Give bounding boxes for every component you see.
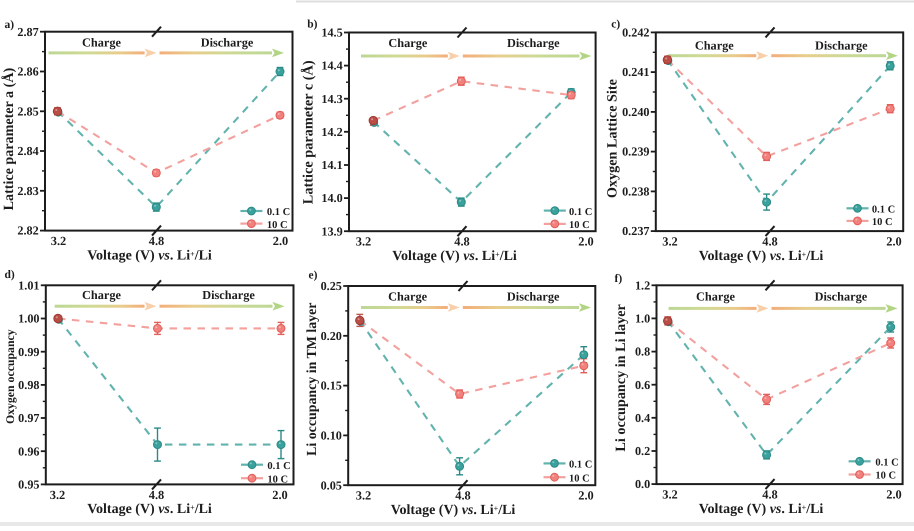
svg-text:Discharge: Discharge <box>815 38 868 52</box>
svg-text:14.0: 14.0 <box>321 191 342 205</box>
svg-text:e): e) <box>309 269 318 281</box>
svg-text:2.0: 2.0 <box>273 234 289 248</box>
svg-text:3.2: 3.2 <box>662 235 678 249</box>
svg-text:f): f) <box>615 273 623 285</box>
svg-text:0.2: 0.2 <box>635 444 650 458</box>
svg-text:2.0: 2.0 <box>578 235 594 249</box>
svg-text:2.82: 2.82 <box>17 224 38 238</box>
svg-text:Discharge: Discharge <box>815 290 868 304</box>
svg-text:2.86: 2.86 <box>17 65 38 79</box>
svg-text:0.0: 0.0 <box>635 477 650 491</box>
svg-text:3.2: 3.2 <box>356 489 372 503</box>
svg-text:Voltage (V) vs. Li+/Li: Voltage (V) vs. Li+/Li <box>87 502 212 517</box>
svg-text:4.8: 4.8 <box>455 489 471 503</box>
svg-text:b): b) <box>307 18 317 30</box>
svg-text:3.2: 3.2 <box>356 235 372 249</box>
svg-text:14.5: 14.5 <box>321 26 342 40</box>
svg-text:Charge: Charge <box>388 290 427 304</box>
svg-text:14.3: 14.3 <box>321 92 342 106</box>
svg-text:a): a) <box>5 19 15 31</box>
svg-text:1.01: 1.01 <box>18 278 39 292</box>
svg-text:Voltage (V) vs. Li+/Li: Voltage (V) vs. Li+/Li <box>699 502 824 517</box>
svg-text:Discharge: Discharge <box>507 290 560 304</box>
svg-text:10 C: 10 C <box>267 474 288 485</box>
svg-text:Voltage (V) vs. Li+/Li: Voltage (V) vs. Li+/Li <box>391 503 516 518</box>
svg-text:Voltage (V) vs. Li+/Li: Voltage (V) vs. Li+/Li <box>392 249 517 264</box>
svg-text:13.9: 13.9 <box>321 224 342 238</box>
svg-text:2.0: 2.0 <box>886 488 902 502</box>
svg-text:Oxygen Lattice Site: Oxygen Lattice Site <box>605 79 621 198</box>
svg-text:Discharge: Discharge <box>507 36 560 50</box>
svg-text:4.8: 4.8 <box>762 488 778 502</box>
svg-text:0.1 C: 0.1 C <box>267 207 290 218</box>
svg-text:10 C: 10 C <box>569 220 590 231</box>
svg-text:Li occupancy in Li layer: Li occupancy in Li layer <box>613 304 629 451</box>
svg-text:0.1 C: 0.1 C <box>875 458 898 469</box>
svg-text:Voltage (V) vs. Li+/Li: Voltage (V) vs. Li+/Li <box>87 248 212 263</box>
svg-text:0.99: 0.99 <box>18 345 39 359</box>
svg-text:10 C: 10 C <box>267 220 288 231</box>
svg-text:0.97: 0.97 <box>18 411 39 425</box>
svg-text:10 C: 10 C <box>569 473 590 484</box>
svg-text:0.240: 0.240 <box>622 105 649 119</box>
svg-text:d): d) <box>5 269 15 281</box>
svg-text:0.237: 0.237 <box>622 224 649 238</box>
svg-text:3.2: 3.2 <box>51 234 67 248</box>
svg-text:2.0: 2.0 <box>886 235 902 249</box>
svg-text:10 C: 10 C <box>872 217 893 228</box>
svg-text:0.8: 0.8 <box>635 345 650 359</box>
svg-text:Oxygen occupancy: Oxygen occupancy <box>3 329 17 424</box>
svg-text:0.4: 0.4 <box>635 411 650 425</box>
svg-text:Voltage (V) vs. Li+/Li: Voltage (V) vs. Li+/Li <box>699 249 824 264</box>
svg-text:0.10: 0.10 <box>321 429 342 443</box>
svg-text:0.242: 0.242 <box>622 26 649 40</box>
svg-text:2.0: 2.0 <box>578 489 594 503</box>
svg-text:2.85: 2.85 <box>17 104 38 118</box>
svg-text:0.1 C: 0.1 C <box>569 460 592 471</box>
svg-text:0.95: 0.95 <box>18 478 39 492</box>
svg-text:Discharge: Discharge <box>202 288 255 302</box>
svg-text:0.25: 0.25 <box>321 279 342 293</box>
svg-text:0.1 C: 0.1 C <box>569 207 592 218</box>
svg-text:Charge: Charge <box>695 38 734 52</box>
svg-text:4.8: 4.8 <box>149 488 165 502</box>
svg-text:0.241: 0.241 <box>622 65 649 79</box>
svg-text:1.0: 1.0 <box>635 312 650 326</box>
svg-text:10 C: 10 C <box>875 471 896 482</box>
svg-text:4.8: 4.8 <box>149 234 165 248</box>
svg-text:Charge: Charge <box>696 290 735 304</box>
svg-text:0.05: 0.05 <box>321 478 342 492</box>
svg-text:0.15: 0.15 <box>321 379 342 393</box>
svg-text:Charge: Charge <box>82 36 121 50</box>
svg-text:4.8: 4.8 <box>454 235 470 249</box>
svg-text:14.1: 14.1 <box>321 158 342 172</box>
svg-text:14.2: 14.2 <box>321 125 342 139</box>
svg-text:c): c) <box>611 19 620 31</box>
svg-text:0.1 C: 0.1 C <box>872 205 895 216</box>
svg-text:0.1 C: 0.1 C <box>267 461 290 472</box>
svg-text:0.238: 0.238 <box>622 185 649 199</box>
svg-text:4.8: 4.8 <box>762 235 778 249</box>
svg-text:2.83: 2.83 <box>17 184 38 198</box>
svg-text:0.98: 0.98 <box>18 378 39 392</box>
svg-text:Lattice parameter c (Å): Lattice parameter c (Å) <box>301 60 317 204</box>
svg-text:3.2: 3.2 <box>50 488 66 502</box>
svg-text:1.2: 1.2 <box>635 278 650 292</box>
svg-text:Discharge: Discharge <box>201 36 254 50</box>
svg-text:0.6: 0.6 <box>635 378 650 392</box>
svg-text:2.87: 2.87 <box>17 25 38 39</box>
svg-text:Lattice parameter a (Å): Lattice parameter a (Å) <box>1 68 17 211</box>
svg-text:Charge: Charge <box>82 288 121 302</box>
svg-text:14.4: 14.4 <box>321 59 342 73</box>
svg-text:Li occupancy in TM layer: Li occupancy in TM layer <box>305 303 320 456</box>
svg-text:0.239: 0.239 <box>622 145 649 159</box>
svg-text:2.0: 2.0 <box>272 488 288 502</box>
svg-text:0.20: 0.20 <box>321 329 342 343</box>
svg-text:0.96: 0.96 <box>18 444 39 458</box>
svg-text:1.00: 1.00 <box>18 312 39 326</box>
svg-text:2.84: 2.84 <box>17 144 38 158</box>
svg-text:3.2: 3.2 <box>662 488 678 502</box>
svg-text:Charge: Charge <box>388 36 427 50</box>
